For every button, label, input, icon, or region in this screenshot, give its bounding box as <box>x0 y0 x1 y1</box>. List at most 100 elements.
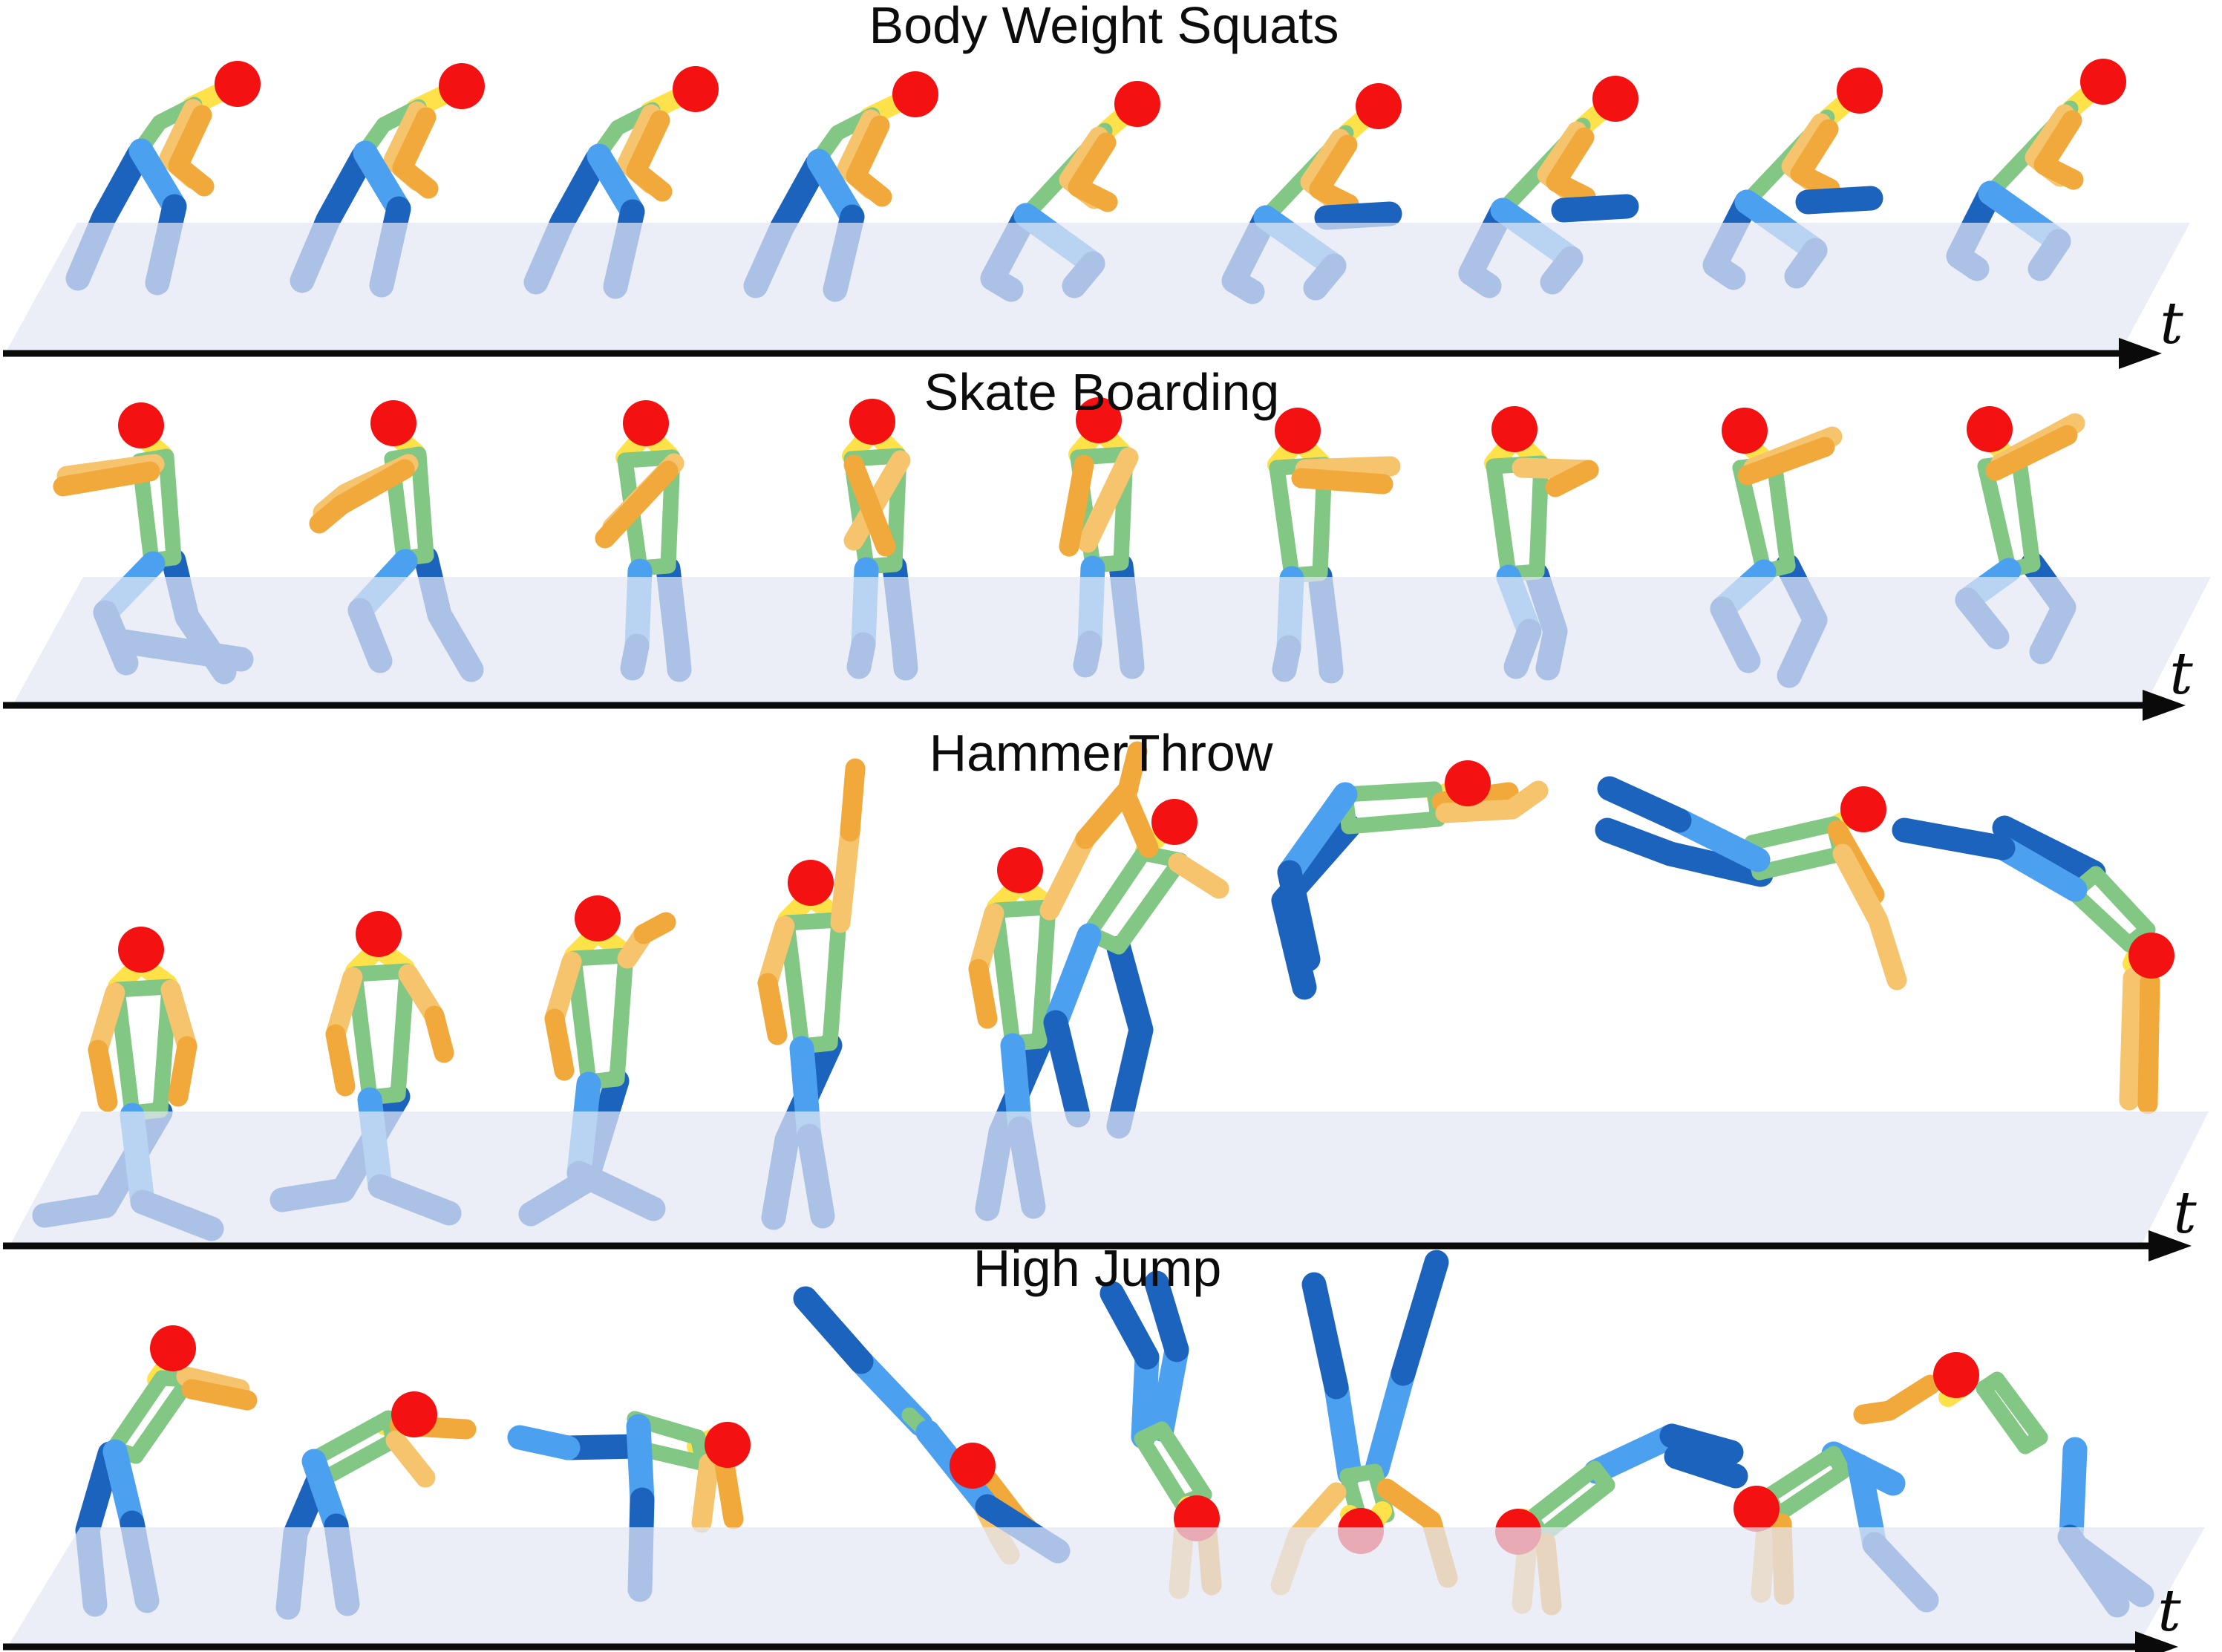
near-arm-segment <box>626 110 673 202</box>
near-arm-segment <box>840 758 866 842</box>
torso-segment <box>390 963 415 1103</box>
figure-head <box>439 63 485 109</box>
near-leg-segment <box>2059 1437 2088 1548</box>
far-arm-segment <box>1168 852 1229 899</box>
figure-head <box>118 927 164 973</box>
torso-segment <box>1744 816 1842 851</box>
torso-segment <box>988 899 1056 918</box>
near-arm-segment <box>53 461 160 497</box>
near-arm-segment <box>1790 119 1840 199</box>
stick-figure <box>290 63 485 298</box>
near-arm-segment <box>2033 110 2084 190</box>
row-title-hammer-throw: HammerThrow <box>929 724 1273 782</box>
near-leg-segment <box>1149 1337 1189 1442</box>
row-title-skate-boarding: Skate Boarding <box>924 363 1280 421</box>
far-arm-segment <box>691 1453 719 1533</box>
figure-head <box>1491 406 1538 452</box>
torso-segment <box>1977 458 2017 578</box>
ground-plane <box>6 223 2190 352</box>
torso-segment <box>1529 455 1549 580</box>
figure-head <box>2128 933 2174 979</box>
torso-segment <box>617 449 681 468</box>
near-arm-segment <box>843 454 896 557</box>
torso-segment <box>1134 1431 1190 1512</box>
near-leg-segment <box>1324 1374 1362 1486</box>
near-arm-segment <box>633 912 676 944</box>
near-arm-segment <box>1545 460 1599 497</box>
figure-head <box>1967 406 2013 452</box>
ground-plane <box>9 1527 2205 1645</box>
time-axis: t <box>3 1180 2197 1261</box>
time-axis: t <box>3 290 2183 369</box>
figure-head <box>1837 68 1883 114</box>
near-arm-segment <box>424 1005 454 1063</box>
torso-segment <box>1989 1371 2048 1446</box>
torso-segment <box>779 912 847 931</box>
figure-head <box>950 1443 996 1489</box>
torso-segment <box>1341 811 1446 835</box>
far-arm-segment <box>385 1430 436 1488</box>
near-leg-segment <box>1043 923 1102 1035</box>
figure-head <box>370 400 416 446</box>
torso-segment <box>1031 899 1056 1049</box>
figure-head <box>1933 1352 1979 1398</box>
time-axis-label: t <box>2173 1180 2197 1247</box>
torso-segment <box>347 963 415 982</box>
stick-figure <box>1595 776 1907 990</box>
near-leg-segment <box>1990 835 2088 902</box>
near-arm-segment <box>309 459 415 534</box>
torso-segment <box>1337 781 1442 803</box>
torso-segment <box>1535 1477 1615 1544</box>
torso-segment <box>1587 1460 1615 1493</box>
figure-head <box>1076 397 1122 443</box>
far-leg-segment <box>1277 860 1321 972</box>
torso-segment <box>2088 866 2156 938</box>
figure-head <box>1445 760 1491 806</box>
near-arm-segment <box>968 959 998 1029</box>
ground-plane <box>10 1111 2209 1244</box>
near-leg-segment <box>1667 808 1771 872</box>
torso-segment <box>1766 455 1796 574</box>
near-arm-segment <box>325 1024 356 1097</box>
torso-segment <box>2065 884 2137 953</box>
time-axis-arrowhead-icon <box>2143 690 2186 721</box>
figure-head <box>705 1422 751 1468</box>
far-leg-segment <box>1144 1270 1189 1362</box>
near-leg-segment <box>1131 1345 1160 1449</box>
far-leg-segment <box>1595 817 1774 887</box>
torso-segment <box>158 448 182 566</box>
near-arm-segment <box>181 1379 258 1411</box>
stick-figure <box>1892 815 2174 1114</box>
torso-segment <box>2017 1429 2048 1455</box>
near-arm-segment <box>757 973 788 1045</box>
torso-segment <box>1269 460 1300 584</box>
near-leg-segment <box>507 1425 581 1460</box>
figure-head <box>788 860 834 906</box>
torso-segment <box>1770 1463 1851 1523</box>
figure-head <box>1722 408 1768 454</box>
far-arm-segment <box>2119 967 2143 1111</box>
far-arm-segment <box>1832 843 1907 990</box>
time-axis: t <box>3 1578 2181 1652</box>
row-title-high-jump: High Jump <box>973 1239 1222 1297</box>
torso-segment <box>311 1432 402 1489</box>
torso-segment <box>1732 460 1772 580</box>
near-arm-segment <box>1291 468 1393 494</box>
figure-head <box>1734 1486 1780 1532</box>
far-leg-segment <box>1099 1281 1160 1370</box>
row-title-body-weight-squats: Body Weight Squats <box>869 0 1339 54</box>
near-arm-segment <box>2137 971 2160 1114</box>
figure-head <box>1114 81 1160 127</box>
ground-plane <box>13 577 2211 704</box>
time-axis: t <box>3 641 2193 721</box>
figure-head <box>356 911 402 957</box>
torso-segment <box>1339 1463 1383 1484</box>
far-leg-segment <box>1597 776 1692 833</box>
near-arm-segment <box>392 107 439 199</box>
torso-segment <box>1081 845 1151 941</box>
near-leg-segment <box>1277 782 1358 885</box>
torso-segment <box>1751 846 1849 881</box>
torso-segment <box>1486 458 1517 582</box>
far-leg-segment <box>1892 817 2016 861</box>
